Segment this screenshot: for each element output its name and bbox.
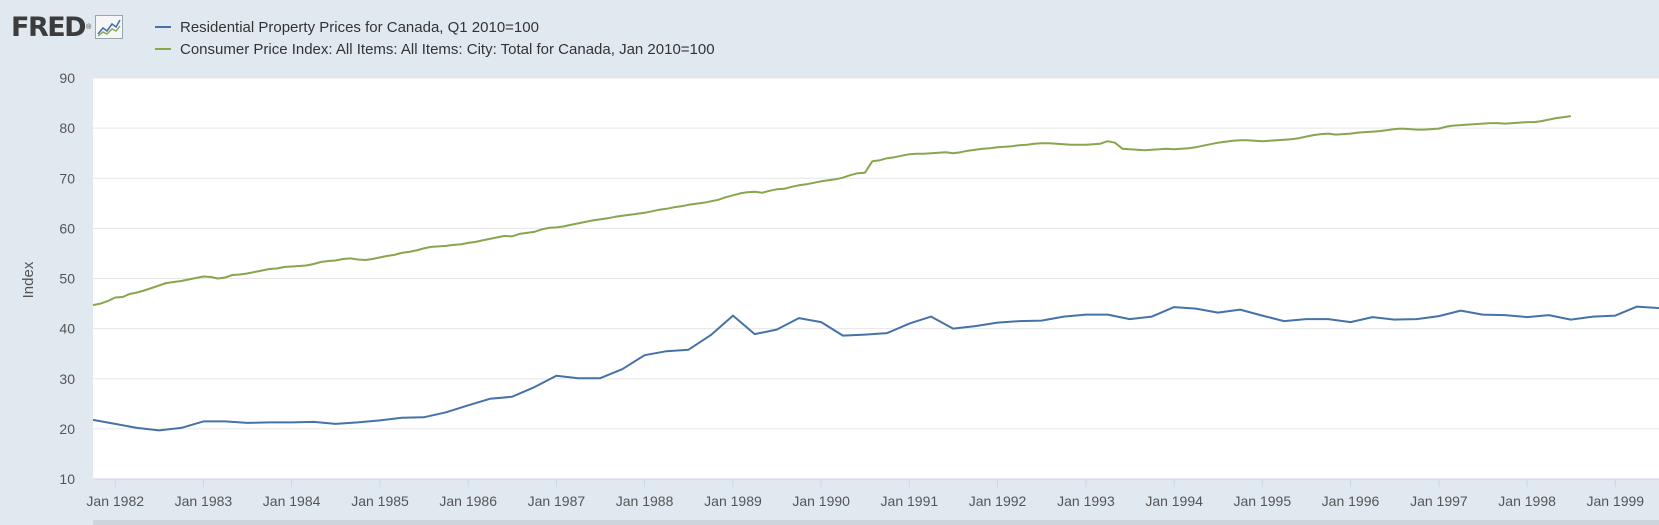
x-tick-label: Jan 1999	[1586, 493, 1644, 509]
y-axis-ticks: 10 20 30 40 50 60 70 80 90	[59, 70, 75, 487]
x-tick-label: Jan 1985	[351, 493, 409, 509]
x-axis-ticks: Jan 1982 Jan 1983 Jan 1984 Jan 1985 Jan 1986…	[86, 479, 1644, 509]
registered-mark: ®	[86, 23, 92, 31]
x-tick-label: Jan 1986	[439, 493, 497, 509]
legend-item-cpi[interactable]: Consumer Price Index: All Items: All Ite…	[155, 38, 715, 60]
legend-item-property-prices[interactable]: Residential Property Prices for Canada, …	[155, 16, 715, 38]
x-tick-label: Jan 1993	[1057, 493, 1115, 509]
y-tick-label: 60	[59, 220, 75, 236]
x-tick-label: Jan 1989	[704, 493, 762, 509]
x-tick-label: Jan 1995	[1234, 493, 1292, 509]
x-tick-label: Jan 1982	[86, 493, 144, 509]
y-tick-label: 90	[59, 70, 75, 86]
fred-logo-text: FRED	[11, 11, 87, 43]
x-tick-label: Jan 1990	[792, 493, 850, 509]
y-tick-label: 70	[59, 170, 75, 186]
fred-logo[interactable]: FRED ®	[11, 10, 124, 44]
series-lines	[92, 115, 1659, 432]
y-tick-label: 80	[59, 120, 75, 136]
series-line-property-prices[interactable]	[92, 305, 1659, 432]
legend-label-property-prices: Residential Property Prices for Canada, …	[180, 18, 539, 36]
legend-swatch-cpi	[155, 48, 171, 50]
x-tick-label: Jan 1992	[969, 493, 1027, 509]
x-tick-label: Jan 1983	[175, 493, 233, 509]
y-tick-label: 20	[59, 421, 75, 437]
x-tick-label: Jan 1998	[1498, 493, 1556, 509]
y-axis-title: Index	[20, 261, 37, 298]
y-tick-label: 40	[59, 321, 75, 337]
x-tick-label: Jan 1996	[1322, 493, 1380, 509]
x-tick-label: Jan 1994	[1145, 493, 1203, 509]
x-tick-label: Jan 1988	[616, 493, 674, 509]
navigator-scrollbar[interactable]	[93, 520, 1659, 525]
x-tick-label: Jan 1997	[1410, 493, 1468, 509]
legend-swatch-property-prices	[155, 26, 171, 28]
legend-label-cpi: Consumer Price Index: All Items: All Ite…	[180, 40, 715, 58]
x-tick-label: Jan 1984	[263, 493, 321, 509]
chart-legend: Residential Property Prices for Canada, …	[155, 16, 715, 60]
y-tick-label: 50	[59, 271, 75, 287]
gridlines	[93, 77, 1659, 480]
series-line-cpi[interactable]	[92, 115, 1571, 307]
y-tick-label: 10	[59, 471, 75, 487]
fred-chart-icon	[95, 15, 124, 39]
x-tick-label: Jan 1987	[528, 493, 586, 509]
y-tick-label: 30	[59, 371, 75, 387]
x-tick-label: Jan 1991	[881, 493, 939, 509]
